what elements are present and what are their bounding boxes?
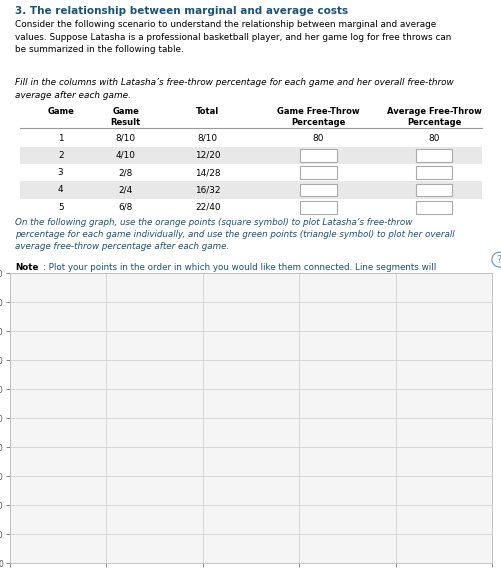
Bar	[415, 201, 451, 214]
Text: Total: Total	[195, 107, 219, 116]
Text: 2/4: 2/4	[118, 185, 133, 195]
Bar	[20, 147, 481, 164]
Bar	[415, 183, 451, 196]
Text: 4: 4	[58, 185, 63, 195]
Text: 8/10: 8/10	[115, 134, 135, 143]
Bar	[300, 166, 336, 179]
Bar	[20, 199, 481, 216]
Text: 5: 5	[58, 203, 63, 212]
Text: 80: 80	[312, 134, 324, 143]
Text: Game
Result: Game Result	[110, 107, 141, 127]
Bar	[300, 149, 336, 162]
Text: On the following graph, use the orange points (square symbol) to plot Latasha’s : On the following graph, use the orange p…	[15, 218, 453, 251]
Bar	[415, 149, 451, 162]
Bar	[300, 201, 336, 214]
Text: 3: 3	[58, 168, 63, 177]
Bar	[20, 130, 481, 147]
Text: Average Free-Throw
Percentage: Average Free-Throw Percentage	[386, 107, 480, 127]
Text: 22/40: 22/40	[194, 203, 220, 212]
Text: 12/20: 12/20	[194, 151, 220, 160]
Bar	[415, 166, 451, 179]
Text: Game Free-Throw
Percentage: Game Free-Throw Percentage	[277, 107, 359, 127]
Bar	[300, 183, 336, 196]
Text: ?: ?	[496, 255, 501, 265]
Text: 6/8: 6/8	[118, 203, 133, 212]
Bar	[20, 164, 481, 182]
Text: Game: Game	[47, 107, 74, 116]
Text: Consider the following scenario to understand the relationship between marginal : Consider the following scenario to under…	[15, 20, 450, 55]
Text: 16/32: 16/32	[194, 185, 220, 195]
Text: 2/8: 2/8	[118, 168, 133, 177]
Text: 14/28: 14/28	[194, 168, 220, 177]
Text: 2: 2	[58, 151, 63, 160]
Text: Note: Note	[15, 263, 38, 273]
Text: 8/10: 8/10	[197, 134, 217, 143]
Text: Fill in the columns with Latasha’s free-throw percentage for each game and her o: Fill in the columns with Latasha’s free-…	[15, 79, 453, 100]
Text: 3. The relationship between marginal and average costs: 3. The relationship between marginal and…	[15, 6, 347, 17]
Text: 80: 80	[427, 134, 439, 143]
Bar	[20, 182, 481, 199]
Text: 4/10: 4/10	[116, 151, 135, 160]
Text: 1: 1	[58, 134, 63, 143]
Text: : Plot your points in the order in which you would like them connected. Line seg: : Plot your points in the order in which…	[43, 263, 435, 284]
